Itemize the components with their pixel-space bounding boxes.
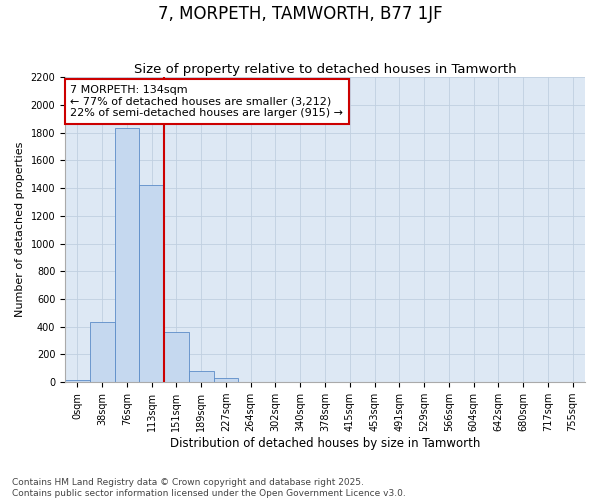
Bar [189, 371, 214, 382]
X-axis label: Distribution of detached houses by size in Tamworth: Distribution of detached houses by size … [170, 437, 480, 450]
Bar [139, 186, 164, 382]
Y-axis label: Number of detached properties: Number of detached properties [15, 142, 25, 318]
Bar [214, 378, 238, 382]
Bar [115, 128, 139, 382]
Text: 7 MORPETH: 134sqm
← 77% of detached houses are smaller (3,212)
22% of semi-detac: 7 MORPETH: 134sqm ← 77% of detached hous… [70, 85, 343, 118]
Bar [65, 380, 90, 382]
Text: 7, MORPETH, TAMWORTH, B77 1JF: 7, MORPETH, TAMWORTH, B77 1JF [158, 5, 442, 23]
Bar [90, 322, 115, 382]
Bar [164, 332, 189, 382]
Title: Size of property relative to detached houses in Tamworth: Size of property relative to detached ho… [134, 63, 517, 76]
Text: Contains HM Land Registry data © Crown copyright and database right 2025.
Contai: Contains HM Land Registry data © Crown c… [12, 478, 406, 498]
